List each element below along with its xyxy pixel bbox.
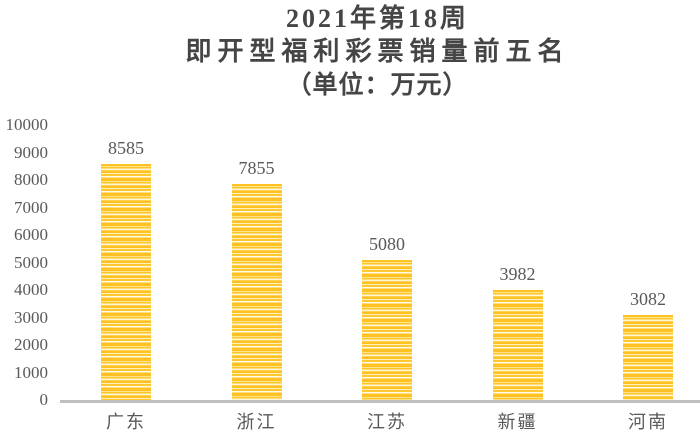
x-axis-category-label: 江苏 — [367, 412, 407, 432]
y-axis-tick-label: 7000 — [14, 197, 48, 217]
y-axis-tick-label: 5000 — [14, 252, 48, 272]
y-axis-tick-label: 1000 — [14, 362, 48, 382]
x-axis-category-label: 浙江 — [236, 412, 277, 432]
x-axis-category-label: 河南 — [628, 412, 668, 432]
chart-title-line2: 即开型福利彩票销量前五名 — [185, 37, 570, 66]
y-axis-tick-label: 10000 — [5, 115, 49, 134]
chart-title-line3: （单位：万元） — [286, 72, 469, 99]
bar-value-label: 3982 — [499, 264, 536, 284]
y-axis-tick-label: 9000 — [14, 142, 48, 162]
bar-河南 — [623, 315, 673, 400]
bar-新疆 — [492, 290, 543, 400]
y-axis-tick-label: 0 — [39, 390, 49, 409]
x-axis-line — [60, 400, 700, 403]
x-axis-category-label: 广东 — [106, 412, 146, 432]
y-axis-tick-label: 2000 — [14, 335, 48, 354]
bar-value-label: 7855 — [238, 158, 275, 178]
y-axis-tick-label: 6000 — [14, 225, 48, 244]
y-axis-tick-label: 3000 — [14, 307, 48, 327]
chart-title-line1: 2021年第18周 — [285, 4, 469, 33]
bar-浙江 — [231, 184, 282, 400]
bar-value-label: 3082 — [630, 289, 666, 309]
x-axis-category-label: 新疆 — [497, 412, 538, 432]
chart-title: 2021年第18周 即开型福利彩票销量前五名 （单位：万元） — [55, 2, 700, 103]
bar-value-label: 5080 — [369, 234, 405, 254]
y-axis-tick-label: 8000 — [14, 170, 48, 189]
y-axis-tick-label: 4000 — [14, 280, 48, 299]
bar-江苏 — [362, 260, 412, 400]
bar-value-label: 8585 — [108, 138, 144, 158]
bar-广东 — [101, 164, 151, 400]
